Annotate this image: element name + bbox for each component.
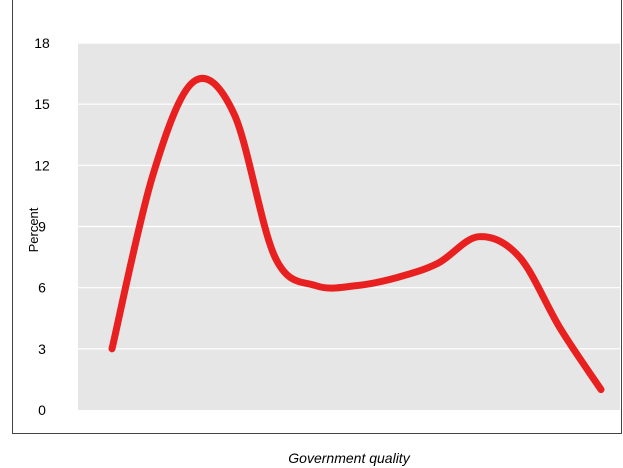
y-tick-label: 9 xyxy=(38,219,46,235)
x-axis-label: Government quality xyxy=(288,450,410,466)
chart-plot: 0 3 6 9 12 15 18 Percent xyxy=(26,35,620,418)
y-tick-label: 3 xyxy=(38,341,46,357)
y-tick-label: 15 xyxy=(34,96,50,112)
y-tick-label: 12 xyxy=(34,157,50,173)
y-tick-label: 18 xyxy=(34,35,50,51)
y-tick-labels: 0 3 6 9 12 15 18 xyxy=(34,35,50,418)
y-axis-label: Percent xyxy=(26,207,41,252)
chart-frame xyxy=(12,0,622,434)
data-points xyxy=(111,81,602,390)
y-tick-label: 6 xyxy=(38,280,46,296)
y-tick-label: 0 xyxy=(38,402,46,418)
